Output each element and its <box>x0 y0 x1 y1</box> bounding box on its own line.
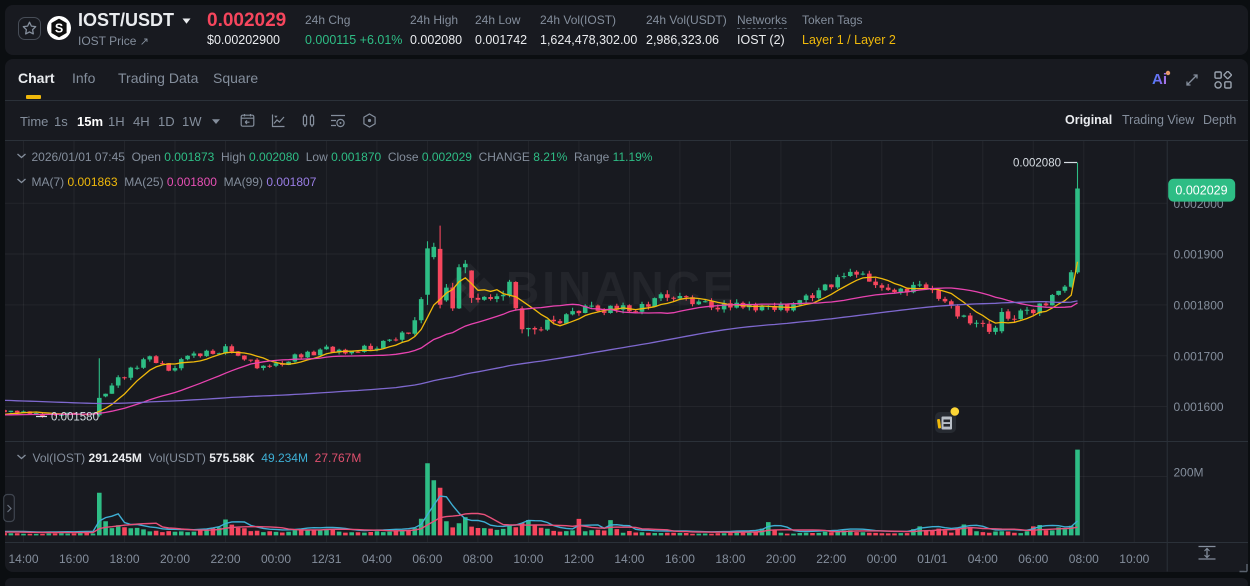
svg-text:04:00: 04:00 <box>362 552 392 566</box>
svg-text:20:00: 20:00 <box>160 552 190 566</box>
svg-text:04:00: 04:00 <box>968 552 998 566</box>
svg-text:0.001580: 0.001580 <box>51 412 99 424</box>
svg-text:12:00: 12:00 <box>564 552 594 566</box>
svg-text:0.001700: 0.001700 <box>1174 349 1224 363</box>
svg-text:200M: 200M <box>1174 466 1204 480</box>
svg-text:0.002029: 0.002029 <box>1175 183 1227 197</box>
svg-text:00:00: 00:00 <box>261 552 291 566</box>
svg-text:10:00: 10:00 <box>513 552 543 566</box>
svg-text:10:00: 10:00 <box>1119 552 1149 566</box>
svg-text:08:00: 08:00 <box>1069 552 1099 566</box>
svg-text:0.001800: 0.001800 <box>1174 299 1224 313</box>
svg-text:16:00: 16:00 <box>59 552 89 566</box>
svg-text:BINANCE: BINANCE <box>506 262 737 314</box>
svg-text:00:00: 00:00 <box>867 552 897 566</box>
svg-text:12/31: 12/31 <box>311 552 341 566</box>
svg-text:14:00: 14:00 <box>614 552 644 566</box>
svg-text:01/01: 01/01 <box>917 552 947 566</box>
svg-text:06:00: 06:00 <box>1018 552 1048 566</box>
svg-text:0.002080: 0.002080 <box>1013 158 1061 170</box>
svg-text:20:00: 20:00 <box>766 552 796 566</box>
svg-text:22:00: 22:00 <box>210 552 240 566</box>
svg-text:08:00: 08:00 <box>463 552 493 566</box>
svg-text:S: S <box>55 21 63 35</box>
svg-text:0.001900: 0.001900 <box>1174 248 1224 262</box>
svg-text:18:00: 18:00 <box>715 552 745 566</box>
svg-text:14:00: 14:00 <box>8 552 38 566</box>
svg-text:18:00: 18:00 <box>109 552 139 566</box>
svg-text:0.001600: 0.001600 <box>1174 400 1224 414</box>
svg-text:22:00: 22:00 <box>816 552 846 566</box>
svg-text:06:00: 06:00 <box>412 552 442 566</box>
svg-text:16:00: 16:00 <box>665 552 695 566</box>
